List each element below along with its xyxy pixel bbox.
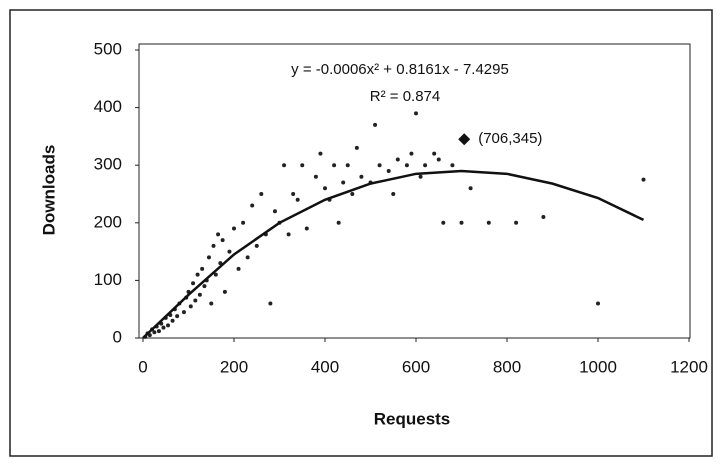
data-point [156,329,161,334]
highlight-label: (706,345) [478,130,542,147]
chart-frame [9,9,713,457]
x-axis-label: Requests [374,409,451,428]
data-point [436,157,441,162]
data-point [236,266,241,271]
data-point [373,122,378,127]
data-point [423,163,428,168]
x-tick-label: 0 [138,357,147,376]
y-tick-label: 100 [94,270,122,289]
y-axis-label: Downloads [39,145,58,236]
data-point [209,301,214,306]
data-point [391,192,396,196]
y-tick-label: 0 [113,327,122,346]
x-tick-label: 1200 [670,357,708,376]
data-point [295,197,300,202]
y-tick-label: 200 [94,212,122,231]
data-point [350,192,355,196]
data-point [318,151,323,156]
data-point [359,174,364,179]
data-point [459,220,464,225]
data-point [175,314,180,319]
data-point [200,266,205,271]
data-point [188,304,193,309]
data-point [432,151,437,156]
trend-equation: y = -0.0006x² + 0.8161x - 7.4295 [291,61,509,78]
data-point [468,186,473,191]
data-point [304,226,309,231]
data-point [250,203,255,208]
data-point [216,232,221,237]
data-point [414,111,418,116]
plot-area [138,43,691,339]
data-point [395,157,400,162]
data-point [418,174,423,179]
trendline [142,169,645,339]
data-point [336,220,341,225]
data-point [206,255,211,260]
data-point [195,272,200,277]
data-point [166,323,171,328]
data-point [213,272,218,277]
data-point [282,163,287,168]
data-point [222,289,227,294]
data-point [259,192,264,196]
data-point [486,220,491,225]
data-point [450,163,455,168]
y-tick-label: 300 [94,155,122,174]
data-point [300,163,305,168]
data-point [272,209,277,214]
x-tick-label: 800 [493,357,521,376]
data-point [161,325,166,330]
data-point [245,255,250,260]
data-point [441,220,446,225]
data-point [641,177,646,182]
data-point [404,163,409,168]
data-point [191,281,196,286]
data-point [291,192,296,196]
data-point [354,145,359,150]
data-point [181,310,186,315]
data-point [202,284,207,289]
data-point [541,215,546,220]
data-point [286,232,291,237]
data-point [211,243,216,248]
data-point [386,168,391,173]
y-tick-label: 400 [94,97,122,116]
x-tick-label: 600 [402,357,430,376]
x-tick-label: 400 [311,357,339,376]
data-point [341,180,346,185]
data-point [227,249,232,254]
data-point [345,163,350,168]
data-point [254,243,259,248]
data-point [170,318,175,323]
data-point [268,301,273,306]
highlight-point [458,133,471,146]
r-squared: R² = 0.874 [370,88,440,105]
data-point [197,292,202,297]
y-tick-label: 500 [94,39,122,58]
x-tick-label: 200 [220,357,248,376]
data-point [332,163,337,168]
data-point [313,174,318,179]
data-point [409,151,414,156]
data-point [514,220,519,225]
x-tick-label: 1000 [579,357,617,376]
data-point [596,301,600,306]
data-point [323,186,327,191]
data-point [220,238,225,243]
data-point [241,220,246,225]
data-point [377,163,382,168]
data-point [152,330,157,335]
data-point [232,226,236,231]
data-point [193,298,198,303]
